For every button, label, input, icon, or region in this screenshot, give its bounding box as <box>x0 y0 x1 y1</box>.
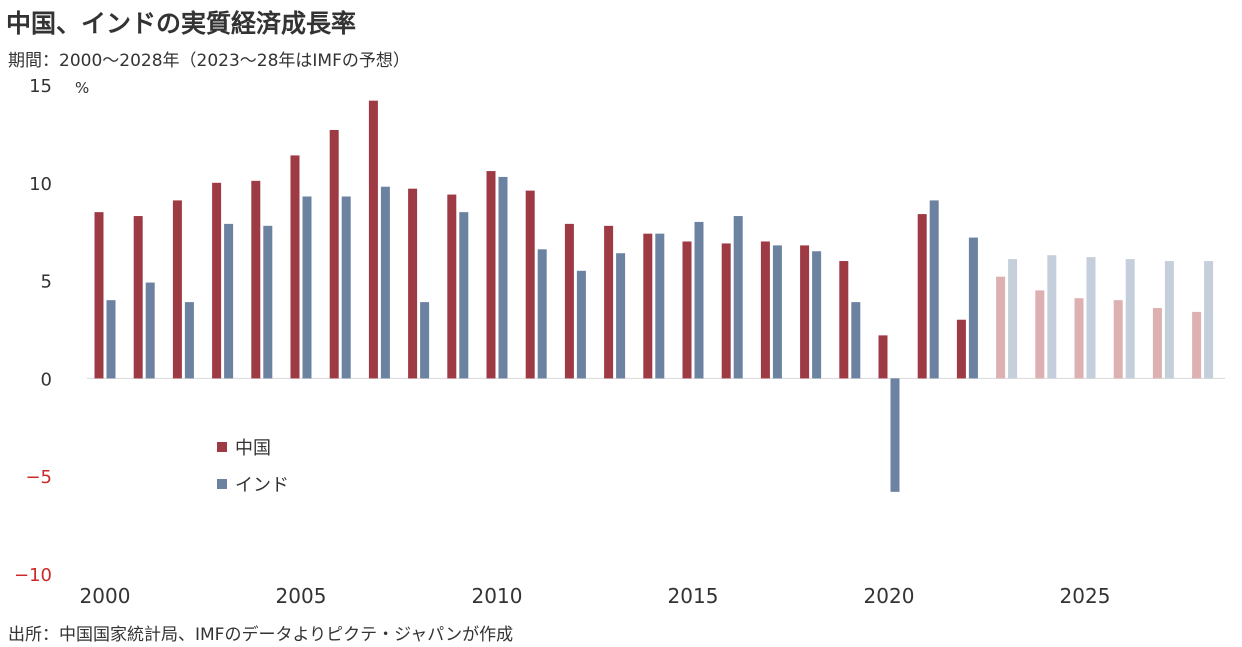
y-tick-label: 0 <box>41 369 52 390</box>
y-tick-label: 15 <box>29 76 52 97</box>
bar-china-2022 <box>956 319 966 379</box>
chart-title: 中国、インドの実質経済成長率 <box>6 9 357 38</box>
bar-india-2001 <box>145 282 155 379</box>
bar-china-2028 <box>1192 311 1202 379</box>
bar-china-2006 <box>329 129 339 379</box>
x-tick-label: 2015 <box>668 584 719 608</box>
bar-china-2013 <box>604 225 614 379</box>
bar-india-2020 <box>890 378 900 492</box>
source-note: 出所：中国国家統計局、IMFのデータよりピクテ・ジャパンが作成 <box>8 625 514 645</box>
x-tick-label: 2000 <box>80 584 131 608</box>
bar-china-2007 <box>368 100 378 379</box>
bar-china-2025 <box>1074 298 1084 379</box>
bar-india-2013 <box>616 253 626 379</box>
bar-china-2021 <box>917 214 927 379</box>
bar-china-2002 <box>172 200 182 379</box>
x-tick-label: 2025 <box>1060 584 1111 608</box>
bar-china-2026 <box>1113 300 1123 379</box>
bar-india-2018 <box>812 251 822 379</box>
legend-swatch-0 <box>217 442 227 452</box>
y-tick-label: 5 <box>41 272 52 293</box>
bar-china-2020 <box>878 335 888 379</box>
legend-label-1: インド <box>235 475 289 496</box>
bar-india-2014 <box>655 233 665 379</box>
bar-china-2004 <box>251 180 261 379</box>
bar-china-2018 <box>800 245 810 379</box>
y-tick-label: −10 <box>14 565 52 586</box>
x-tick-label: 2010 <box>472 584 523 608</box>
bar-india-2007 <box>380 186 390 379</box>
bar-china-2010 <box>486 171 496 379</box>
bar-china-2019 <box>839 261 849 379</box>
bar-china-2012 <box>564 223 574 379</box>
bar-india-2016 <box>733 216 743 379</box>
y-tick-label: 10 <box>29 174 52 195</box>
bar-india-2004 <box>263 225 273 379</box>
bar-india-2028 <box>1204 261 1214 379</box>
bar-india-2002 <box>184 302 194 379</box>
legend-swatch-1 <box>217 479 227 489</box>
x-tick-label: 2005 <box>276 584 327 608</box>
y-unit-label: % <box>75 79 89 97</box>
bar-india-2012 <box>576 270 586 379</box>
y-tick-label: −5 <box>25 467 52 488</box>
bar-india-2024 <box>1047 255 1057 379</box>
bar-india-2021 <box>929 200 939 379</box>
bar-india-2026 <box>1125 259 1135 379</box>
bar-china-2027 <box>1152 307 1162 379</box>
bar-china-2003 <box>212 182 222 379</box>
bar-china-2001 <box>133 216 143 379</box>
bar-india-2003 <box>224 223 234 379</box>
bar-china-2024 <box>1035 290 1045 379</box>
chart-subtitle: 期間：2000～2028年（2023～28年はIMFの予想） <box>8 51 410 71</box>
bar-india-2011 <box>537 249 547 379</box>
bar-india-2015 <box>694 221 704 379</box>
legend-label-0: 中国 <box>235 438 271 459</box>
bar-india-2023 <box>1008 259 1018 379</box>
bar-india-2017 <box>772 245 782 379</box>
bar-china-2023 <box>996 276 1006 379</box>
bar-india-2022 <box>968 237 978 379</box>
bar-india-2005 <box>302 196 312 379</box>
bar-india-2009 <box>459 212 469 379</box>
bar-india-2025 <box>1086 257 1096 379</box>
bar-india-2019 <box>851 302 861 379</box>
bar-china-2014 <box>643 233 653 379</box>
bar-china-2017 <box>760 241 770 379</box>
bar-china-2011 <box>525 190 535 379</box>
bar-china-2000 <box>94 212 104 379</box>
bar-china-2008 <box>408 188 418 379</box>
bar-india-2008 <box>420 302 430 379</box>
bar-china-2005 <box>290 155 300 379</box>
bar-india-2010 <box>498 176 508 379</box>
bar-india-2000 <box>106 300 116 379</box>
bar-india-2027 <box>1164 261 1174 379</box>
bar-china-2009 <box>447 194 457 379</box>
x-tick-label: 2020 <box>864 584 915 608</box>
bar-india-2006 <box>341 196 351 379</box>
bar-china-2016 <box>721 243 731 379</box>
bar-china-2015 <box>682 241 692 379</box>
